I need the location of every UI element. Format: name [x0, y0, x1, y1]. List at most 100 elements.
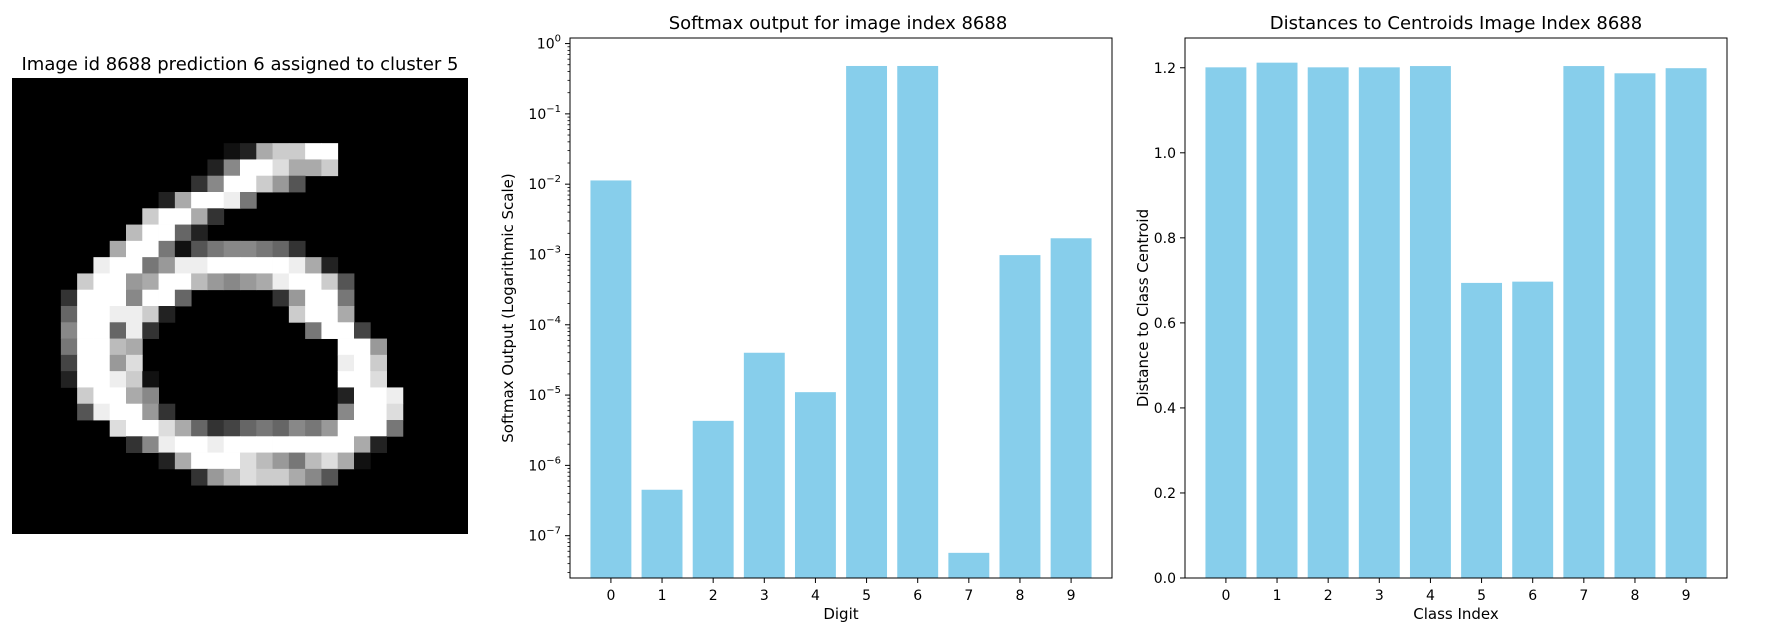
digit-image	[12, 78, 468, 534]
image-pixel	[126, 436, 143, 453]
y-tick-label: 0.6	[1154, 316, 1176, 332]
image-pixel	[207, 240, 225, 258]
x-tick-label: 8	[1631, 588, 1640, 604]
image-pixel	[191, 436, 208, 453]
image-pixel	[354, 371, 371, 388]
image-pixel	[305, 257, 322, 274]
softmax-chart-title: Softmax output for image index 8688	[669, 13, 1008, 34]
bar-0	[590, 180, 632, 578]
image-pixel	[272, 436, 290, 453]
image-pixel	[288, 143, 306, 160]
image-pixel	[207, 159, 225, 177]
image-pixel	[158, 436, 176, 453]
image-pixel	[288, 306, 306, 323]
image-pixel	[370, 338, 387, 356]
image-pixel	[207, 192, 225, 209]
bar-4	[794, 392, 836, 578]
image-pixel	[174, 224, 192, 242]
image-pixel	[223, 159, 241, 177]
image-pixel	[109, 289, 127, 307]
image-pixel	[337, 387, 355, 405]
image-pixel	[109, 403, 127, 421]
bar-1	[641, 489, 683, 578]
image-pixel	[321, 289, 339, 307]
x-tick-label: 0	[606, 588, 615, 604]
image-pixel	[305, 322, 322, 339]
image-pixel	[93, 257, 111, 274]
bar-6	[1512, 281, 1554, 578]
image-pixel	[158, 452, 176, 470]
image-pixel	[60, 371, 78, 388]
image-pixel	[191, 257, 208, 274]
image-pixel	[288, 175, 306, 193]
image-pixel	[223, 420, 241, 437]
image-pixel	[109, 371, 127, 388]
image-panel-title: Image id 8688 prediction 6 assigned to c…	[21, 54, 458, 75]
image-pixel	[142, 403, 159, 421]
x-tick-label: 6	[913, 588, 922, 604]
image-pixel	[272, 257, 290, 274]
image-pixel	[321, 143, 339, 160]
distance-plot-frame	[1184, 37, 1728, 579]
x-tick-label: 7	[1579, 588, 1588, 604]
softmax-bars	[590, 65, 1092, 579]
distance-x-ticks: 0 1 2 3 4 5 6 7 8 9	[1221, 578, 1691, 604]
x-tick-label: 3	[760, 588, 769, 604]
image-pixel	[240, 468, 257, 486]
image-pixel	[191, 452, 208, 470]
image-pixel	[158, 403, 176, 421]
y-tick-label: 10−5	[528, 385, 561, 404]
image-pixel	[174, 192, 192, 209]
bar-2	[1307, 67, 1349, 578]
image-pixel	[60, 354, 78, 372]
bar-5	[1461, 282, 1503, 578]
image-pixel	[256, 257, 273, 274]
image-pixel	[126, 420, 143, 437]
image-pixel	[77, 338, 94, 356]
digit-image-panel: Image id 8688 prediction 6 assigned to c…	[12, 54, 468, 534]
image-pixel	[142, 208, 159, 225]
bar-1	[1256, 62, 1298, 579]
image-pixel	[305, 452, 322, 470]
image-pixel	[305, 420, 322, 437]
image-pixel	[240, 436, 257, 453]
image-pixel	[191, 273, 208, 291]
image-pixel	[240, 192, 257, 209]
image-pixel	[337, 273, 355, 291]
image-pixel	[77, 322, 94, 339]
distance-chart-title: Distances to Centroids Image Index 8688	[1270, 13, 1642, 34]
image-pixel	[240, 159, 257, 177]
image-pixel	[305, 436, 322, 453]
image-pixel	[256, 159, 273, 177]
image-pixel	[288, 159, 306, 177]
x-tick-label: 4	[1426, 588, 1435, 604]
image-pixel	[386, 420, 404, 437]
image-pixel	[240, 452, 257, 470]
image-pixel	[256, 468, 273, 486]
softmax-y-ticks: 10−7 10−6 10−5 10−4 10−3 10−2 10−1 100	[528, 34, 570, 573]
image-pixel	[337, 289, 355, 307]
distance-chart: Distances to Centroids Image Index 8688 …	[1134, 13, 1728, 623]
x-tick-label: 2	[1324, 588, 1333, 604]
image-pixel	[354, 436, 371, 453]
image-pixel	[354, 322, 371, 339]
image-pixel	[142, 224, 159, 242]
bar-8	[999, 255, 1041, 578]
image-pixel	[321, 273, 339, 291]
image-pixel	[126, 354, 143, 372]
image-pixel	[174, 420, 192, 437]
image-pixel	[142, 371, 159, 388]
image-pixel	[109, 240, 127, 258]
y-tick-label: 100	[537, 34, 561, 53]
distance-x-axis-label: Class Index	[1413, 605, 1499, 623]
image-pixel	[256, 436, 273, 453]
image-pixel	[191, 420, 208, 437]
image-pixel	[288, 289, 306, 307]
image-pixel	[354, 420, 371, 437]
image-pixel	[223, 192, 241, 209]
image-pixel	[370, 387, 387, 405]
image-pixel	[93, 403, 111, 421]
y-tick-label: 10−3	[528, 244, 561, 263]
image-pixel	[207, 468, 225, 486]
